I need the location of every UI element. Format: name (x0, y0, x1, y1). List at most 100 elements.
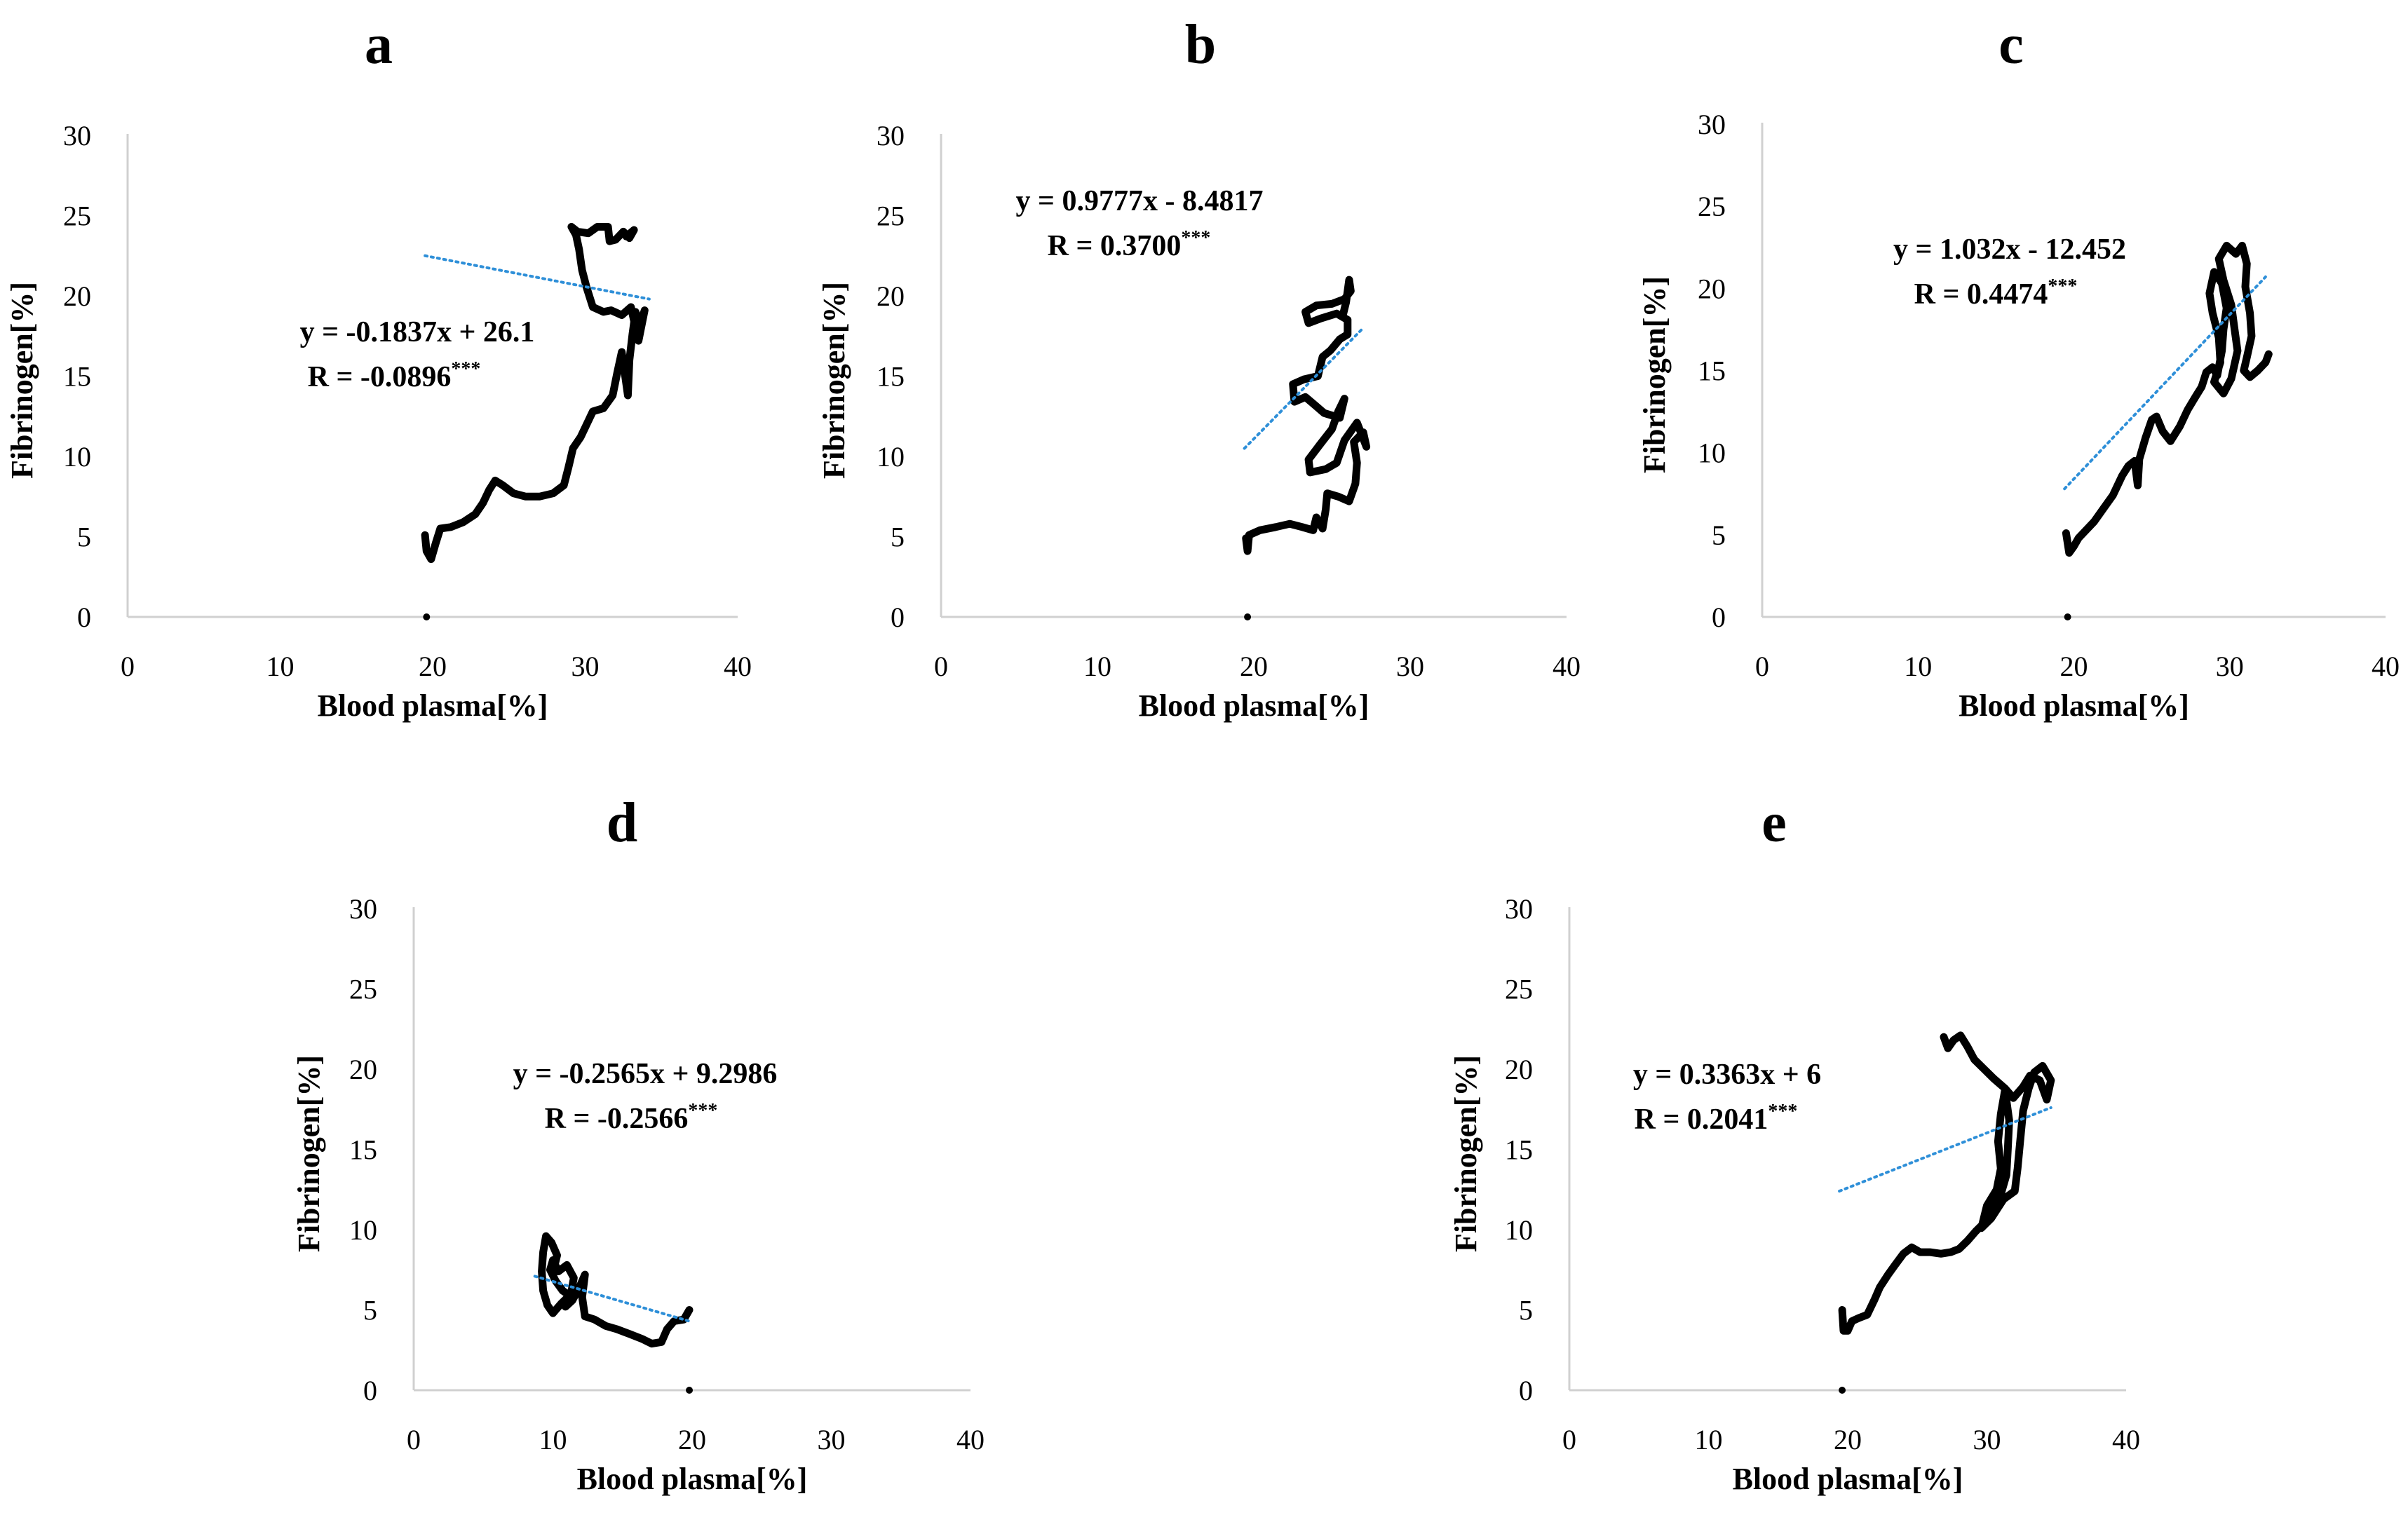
y-tick-label: 10 (1505, 1214, 1533, 1246)
data-point (2064, 613, 2071, 620)
panel-b: b 0 10 20 30 40 0 5 10 15 20 25 30 Blood plasma[%] Fib… (817, 14, 1581, 723)
y-tick-label: 15 (349, 1134, 377, 1166)
y-tick-label: 15 (877, 361, 905, 393)
significance-marker: *** (1181, 227, 1210, 249)
data-trace (538, 1232, 694, 1348)
x-tick-label: 0 (121, 651, 135, 682)
x-axis-title: Blood plasma[%] (1139, 688, 1369, 723)
trendline (2063, 275, 2267, 491)
y-tick-label: 20 (349, 1054, 377, 1085)
x-axis-title: Blood plasma[%] (577, 1462, 808, 1496)
y-tick-label: 30 (1698, 109, 1726, 140)
x-tick-label: 40 (2112, 1424, 2140, 1455)
panel-d: d 0 10 20 30 40 0 5 10 15 20 25 30 Blood plasma[%] Fib… (292, 792, 985, 1496)
y-tick-label: 15 (63, 361, 91, 393)
y-tick-label: 20 (1505, 1054, 1533, 1085)
y-axis-title: Fibrinogen[%] (292, 1055, 326, 1252)
trendline (424, 254, 651, 301)
regression-equation: y = 0.9777x - 8.4817 (1016, 185, 1264, 217)
regression-equation: y = -0.1837x + 26.1 (300, 316, 535, 348)
trendline (1243, 326, 1365, 450)
regression-equation: y = -0.2565x + 9.2986 (513, 1058, 778, 1090)
y-tick-label: 5 (77, 522, 91, 553)
y-tick-label: 25 (877, 201, 905, 232)
correlation-label: R = 0.3700*** (1048, 227, 1211, 262)
y-tick-label: 5 (1519, 1295, 1533, 1326)
correlation-label: R = -0.2566*** (545, 1100, 718, 1135)
panel-letter: b (1185, 14, 1217, 76)
x-tick-label: 30 (818, 1424, 846, 1455)
y-tick-label: 25 (1505, 974, 1533, 1005)
y-tick-label: 20 (1698, 273, 1726, 304)
x-tick-label: 40 (1553, 651, 1581, 682)
y-tick-label: 30 (877, 120, 905, 151)
y-tick-label: 25 (63, 201, 91, 232)
x-axis-title: Blood plasma[%] (1733, 1462, 1963, 1496)
panel-a: a 0 10 20 30 40 0 5 10 15 20 25 30 Blood plasma[%] Fib… (5, 14, 752, 723)
significance-marker: *** (451, 358, 480, 380)
x-tick-label: 10 (1695, 1424, 1723, 1455)
x-tick-label: 10 (539, 1424, 567, 1455)
x-tick-label: 0 (934, 651, 948, 682)
panel-e: e 0 10 20 30 40 0 5 10 15 20 25 30 Blood plasma[%] Fib… (1449, 792, 2140, 1496)
y-axis-title: Fibrinogen[%] (1637, 276, 1672, 473)
x-tick-label: 20 (1240, 651, 1268, 682)
trendline (533, 1275, 691, 1323)
x-axis-title: Blood plasma[%] (1959, 688, 2189, 723)
y-tick-label: 0 (77, 602, 91, 633)
data-trace (1838, 1031, 2055, 1335)
y-tick-label: 0 (891, 602, 905, 633)
y-tick-label: 10 (877, 441, 905, 473)
x-tick-label: 40 (2372, 651, 2400, 682)
r-value: R = -0.0896 (308, 361, 452, 393)
data-point (686, 1387, 694, 1394)
data-trace (421, 223, 649, 564)
y-tick-label: 15 (1505, 1134, 1533, 1166)
x-axis-title: Blood plasma[%] (318, 688, 548, 723)
data-point (423, 613, 431, 620)
x-tick-label: 40 (724, 651, 752, 682)
x-tick-label: 0 (1562, 1424, 1576, 1455)
x-tick-label: 40 (956, 1424, 985, 1455)
significance-marker: *** (2048, 276, 2077, 297)
data-point (1244, 613, 1252, 620)
x-tick-label: 20 (2060, 651, 2088, 682)
x-tick-label: 20 (419, 651, 447, 682)
correlation-label: R = 0.4474*** (1914, 276, 2078, 311)
y-tick-label: 10 (63, 441, 91, 473)
y-axis-title: Fibrinogen[%] (1449, 1055, 1483, 1252)
x-tick-label: 20 (1834, 1424, 1862, 1455)
y-tick-label: 0 (363, 1375, 377, 1406)
panel-letter: e (1761, 792, 1787, 854)
significance-marker: *** (1768, 1101, 1797, 1122)
y-tick-label: 30 (349, 893, 377, 925)
y-axis-title: Fibrinogen[%] (5, 282, 39, 479)
panel-letter: c (1998, 14, 2024, 76)
y-axis-title: Fibrinogen[%] (817, 282, 851, 479)
x-tick-label: 30 (1973, 1424, 2001, 1455)
x-tick-label: 10 (1904, 651, 1932, 682)
y-tick-label: 25 (1698, 191, 1726, 222)
r-value: R = 0.2041 (1635, 1103, 1768, 1136)
x-tick-label: 30 (571, 651, 600, 682)
x-tick-label: 0 (407, 1424, 421, 1455)
y-tick-label: 5 (1712, 519, 1726, 551)
r-value: R = 0.4474 (1914, 278, 2048, 311)
y-tick-label: 0 (1519, 1375, 1533, 1406)
significance-marker: *** (688, 1100, 717, 1122)
y-tick-label: 10 (349, 1214, 377, 1246)
trendline (1838, 1106, 2052, 1193)
x-tick-label: 10 (266, 651, 295, 682)
y-tick-label: 0 (1712, 602, 1726, 633)
x-tick-label: 30 (1396, 651, 1424, 682)
y-tick-label: 25 (349, 974, 377, 1005)
panel-c: c 0 10 20 30 40 0 5 10 15 20 25 30 Blood plasma[%] Fib… (1637, 14, 2400, 723)
regression-equation: y = 1.032x - 12.452 (1893, 233, 2126, 266)
y-tick-label: 20 (63, 280, 91, 312)
y-tick-label: 20 (877, 280, 905, 312)
x-tick-label: 10 (1083, 651, 1111, 682)
data-point (1839, 1387, 1846, 1394)
regression-equation: y = 0.3363x + 6 (1633, 1059, 1821, 1091)
y-tick-label: 10 (1698, 437, 1726, 469)
